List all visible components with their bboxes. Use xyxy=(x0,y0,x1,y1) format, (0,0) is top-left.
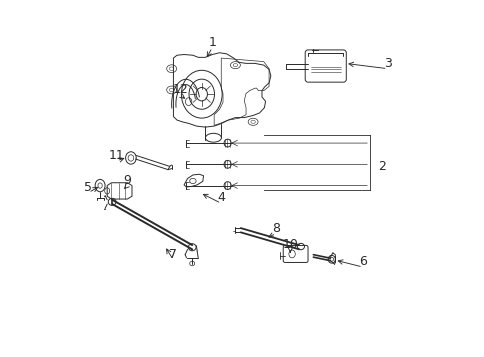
Text: 9: 9 xyxy=(123,174,131,187)
Text: 10: 10 xyxy=(282,237,298,251)
Text: 1: 1 xyxy=(208,36,216,49)
Text: 12: 12 xyxy=(172,84,188,96)
Text: 5: 5 xyxy=(84,181,92,194)
Text: 6: 6 xyxy=(358,255,366,268)
Text: 3: 3 xyxy=(383,57,391,70)
Text: 7: 7 xyxy=(169,248,177,261)
Text: 11: 11 xyxy=(108,149,124,162)
Text: 2: 2 xyxy=(378,160,386,172)
Text: 8: 8 xyxy=(272,222,280,235)
Text: 4: 4 xyxy=(217,191,225,205)
